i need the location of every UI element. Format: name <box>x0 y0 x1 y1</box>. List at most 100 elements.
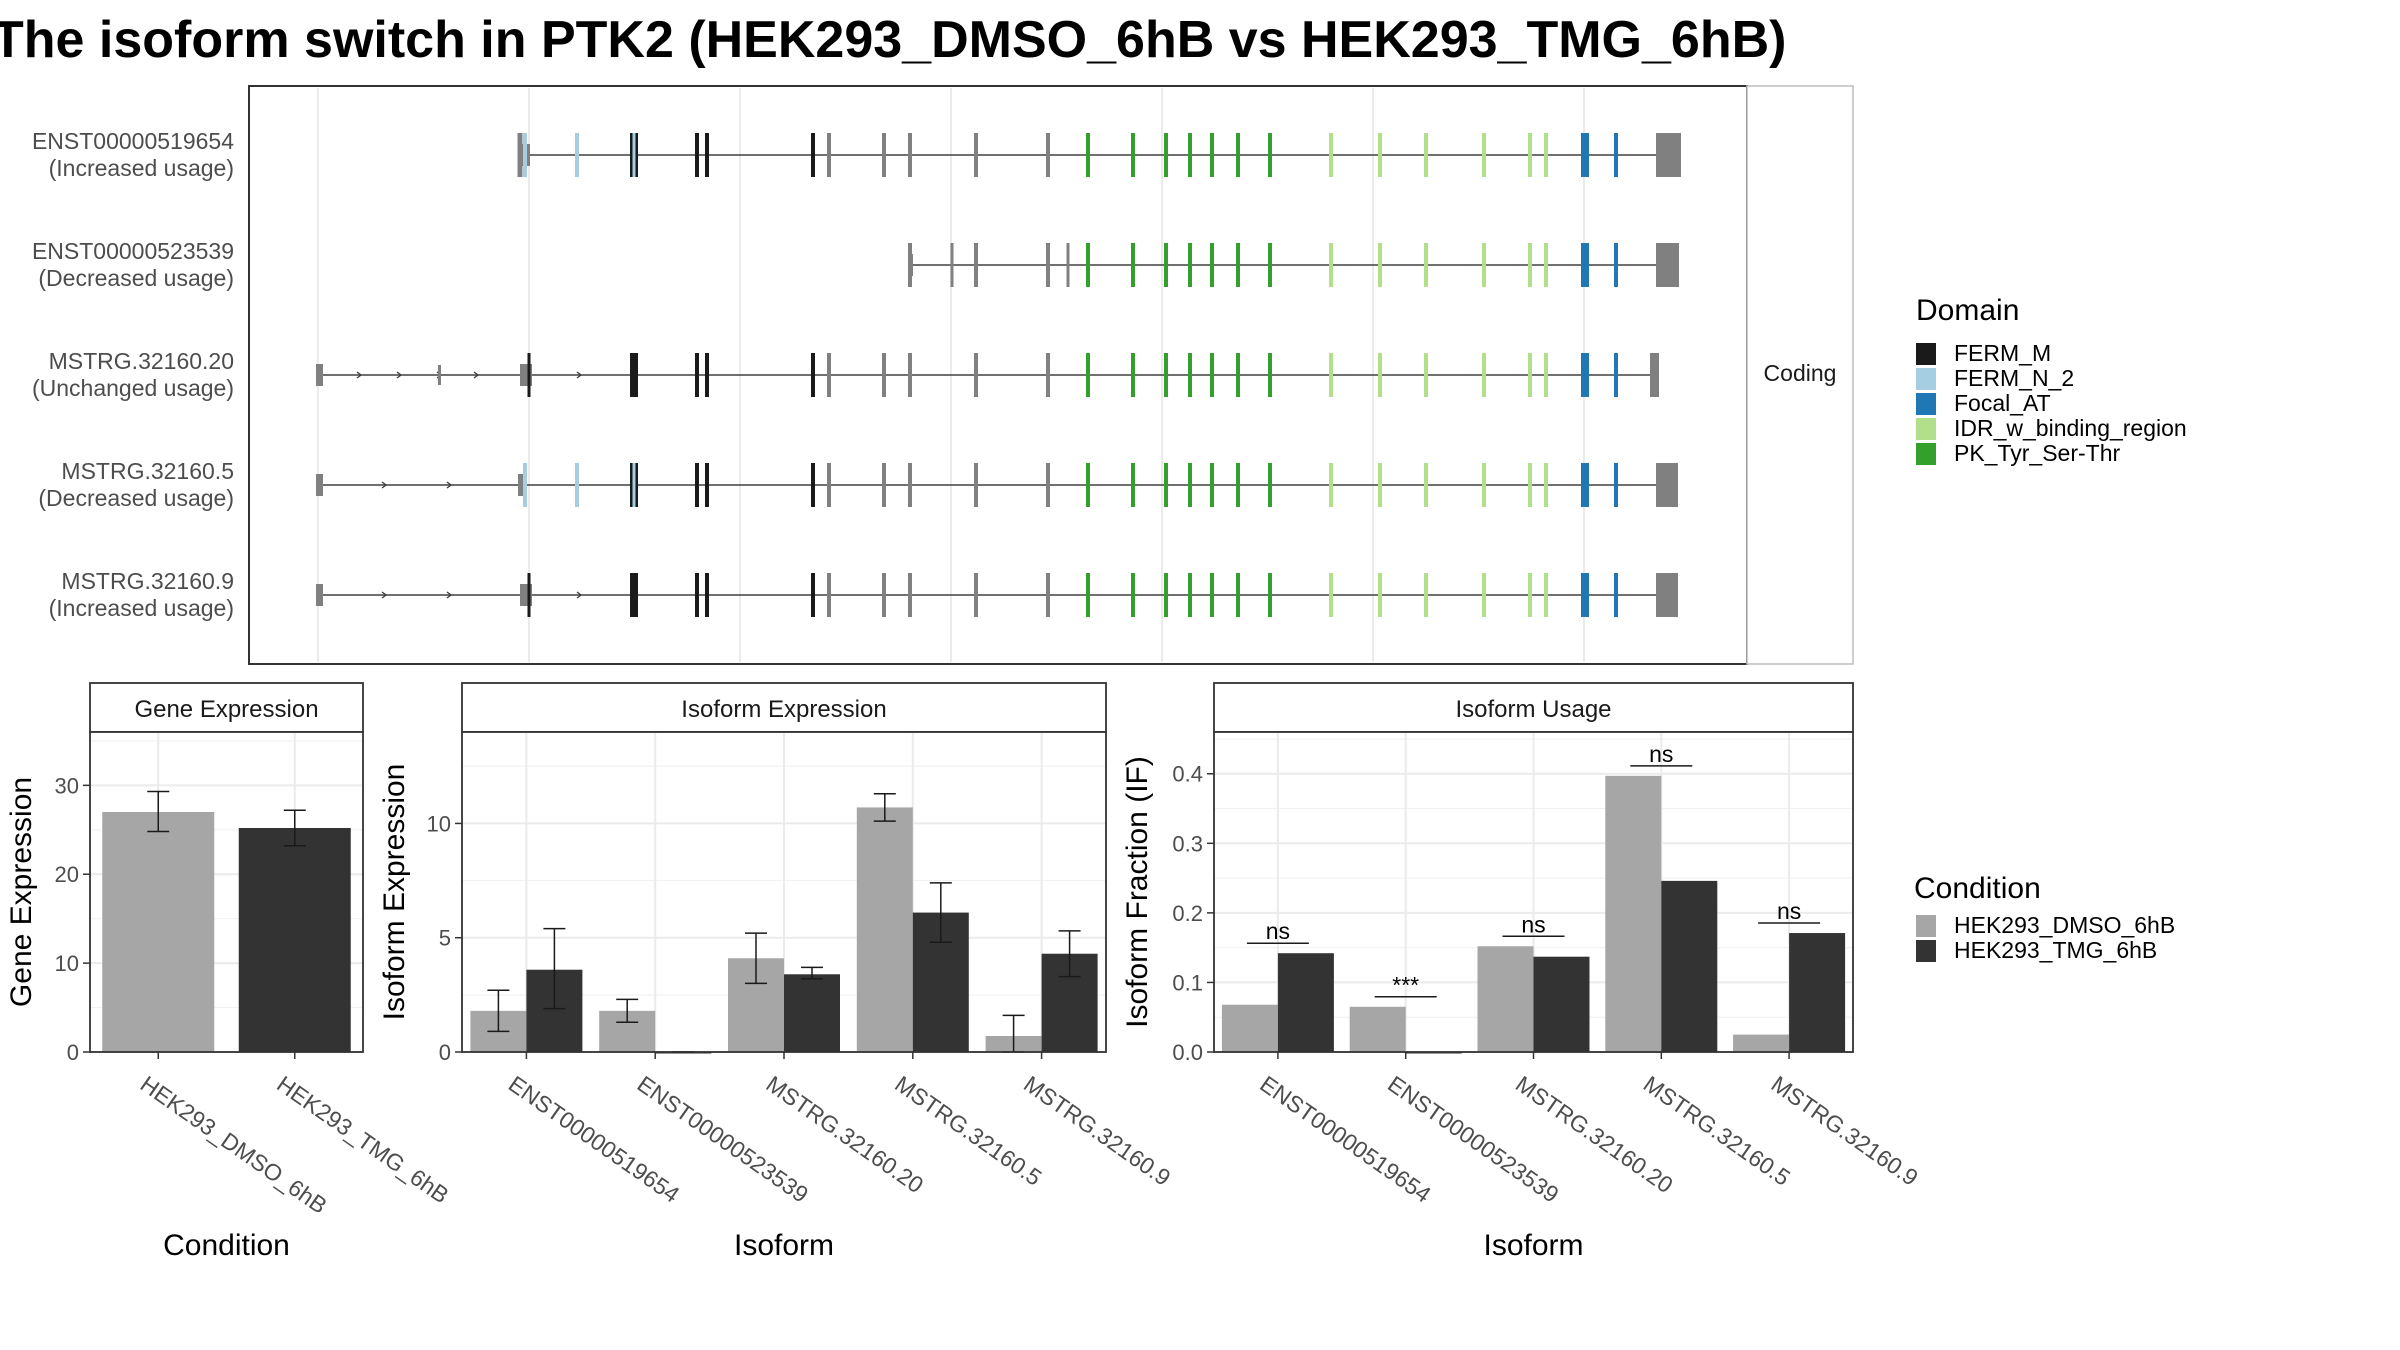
transcript-id: MSTRG.32160.20 <box>49 348 234 374</box>
strand-arrow <box>446 481 453 489</box>
transcript-label-MSTRG.32160.9: MSTRG.32160.9(Increased usage) <box>49 568 234 621</box>
bar-MSTRG.32160.5-HEK293_DMSO_6hB <box>1605 775 1662 1052</box>
domain-legend-swatch <box>1916 393 1936 415</box>
cds-exon <box>1188 133 1192 177</box>
y-axis-title: Gene Expression <box>5 777 38 1007</box>
cds-exon <box>908 133 912 177</box>
condition-legend-label: HEK293_TMG_6hB <box>1954 937 2157 963</box>
cds-exon <box>1164 243 1168 287</box>
error-bar <box>1058 930 1081 978</box>
cds-exon <box>1210 463 1214 507</box>
cds-exon <box>1268 243 1272 287</box>
transcript-label-ENST00000523539: ENST00000523539(Decreased usage) <box>32 238 234 291</box>
error-bar <box>616 998 639 1024</box>
cds-exon <box>908 573 912 617</box>
cds-exon <box>1482 133 1486 177</box>
y-tick-label: 10 <box>427 811 451 836</box>
cds-exon <box>632 133 636 177</box>
cds-exon <box>1329 573 1333 617</box>
cds-exon <box>1585 573 1589 617</box>
cds-exon <box>1268 463 1272 507</box>
cds-exon <box>1614 243 1618 287</box>
domain-legend-swatch <box>1916 368 1936 390</box>
transcript-usage: (Decreased usage) <box>38 265 234 291</box>
cds-exon <box>695 133 699 177</box>
cds-exon <box>1268 573 1272 617</box>
cds-exon <box>1581 573 1585 617</box>
transcript-label-MSTRG.32160.5: MSTRG.32160.5(Decreased usage) <box>38 458 234 511</box>
cds-exon <box>1329 133 1333 177</box>
structure-strip-background <box>1746 85 1854 665</box>
significance-marker: ns <box>1758 898 1821 924</box>
utr3-exon <box>1656 463 1678 507</box>
cds-exon <box>1236 353 1240 397</box>
utr5-exon <box>316 584 323 606</box>
y-tick-label: 0.0 <box>1172 1040 1203 1065</box>
cds-exon <box>632 463 636 507</box>
condition-legend-label: HEK293_DMSO_6hB <box>1954 912 2175 938</box>
bar-MSTRG.32160.5-HEK293_DMSO_6hB <box>856 807 913 1052</box>
strand-arrow <box>381 481 388 489</box>
cds-exon <box>1086 463 1090 507</box>
y-tick-label: 0 <box>67 1040 79 1065</box>
panel-strip <box>89 682 364 733</box>
condition-legend-title: Condition <box>1914 872 2041 905</box>
transcript-id: ENST00000523539 <box>32 238 234 264</box>
bar-MSTRG.32160.9-HEK293_TMG_6hB <box>1789 933 1846 1052</box>
cds-exon <box>1378 573 1382 617</box>
transcript-track-MSTRG.32160.5 <box>316 463 1678 507</box>
cds-exon <box>974 243 978 287</box>
structure-strip-label: Coding <box>1764 360 1837 386</box>
transcript-track-ENST00000519654 <box>517 133 1681 177</box>
cds-exon <box>1131 243 1135 287</box>
cds-exon <box>1424 463 1428 507</box>
significance-marker: *** <box>1374 972 1437 998</box>
cds-exon <box>882 463 886 507</box>
y-axis-title: Isoform Expression <box>378 764 411 1021</box>
transcript-labels: ENST00000519654(Increased usage)ENST0000… <box>32 128 234 621</box>
cds-exon <box>1528 573 1532 617</box>
bar-ENST00000519654-HEK293_DMSO_6hB <box>1221 1004 1278 1052</box>
error-bar <box>873 792 896 822</box>
cds-exon <box>1046 573 1050 617</box>
significance-marker: ns <box>1502 911 1565 937</box>
error-bar <box>929 882 952 944</box>
utr3-exon <box>1656 133 1681 177</box>
transcript-usage: (Decreased usage) <box>38 485 234 511</box>
domain-legend-item-Focal_AT: Focal_AT <box>1916 390 2051 416</box>
cds-exon <box>695 353 699 397</box>
cds-exon <box>630 573 634 617</box>
cds-exon <box>1585 353 1589 397</box>
utr3-exon <box>1656 573 1678 617</box>
domain-legend-title: Domain <box>1916 294 2019 327</box>
significance-label: ns <box>1266 918 1290 944</box>
strand-arrow <box>576 371 583 379</box>
cds-exon <box>882 133 886 177</box>
cds-exon <box>527 573 531 617</box>
cds-exon <box>1544 463 1548 507</box>
cds-exon <box>1528 463 1532 507</box>
bar-HEK293_DMSO_6hB-single <box>102 812 215 1052</box>
bar-MSTRG.32160.20-HEK293_TMG_6hB <box>1533 956 1590 1052</box>
cds-exon <box>634 133 638 177</box>
cds-exon <box>575 133 579 177</box>
bar-MSTRG.32160.9-HEK293_DMSO_6hB <box>1733 1034 1790 1052</box>
y-tick-label: 0.3 <box>1172 831 1203 856</box>
cds-exon <box>1131 133 1135 177</box>
utr5-exon <box>316 364 323 386</box>
error-bar <box>745 932 767 985</box>
cds-exon <box>827 353 831 397</box>
cds-exon <box>634 573 638 617</box>
domain-legend-item-FERM_M: FERM_M <box>1916 340 2051 366</box>
cds-exon <box>1268 133 1272 177</box>
cds-exon <box>705 353 709 397</box>
isoform-expression-panel: Isoform Expression0510ENST00000519654ENS… <box>378 682 1175 1262</box>
cds-exon <box>974 353 978 397</box>
bar-MSTRG.32160.20-HEK293_DMSO_6hB <box>1477 946 1534 1052</box>
cds-exon <box>1585 243 1589 287</box>
cds-exon <box>827 463 831 507</box>
utr-exon <box>518 474 524 496</box>
cds-exon <box>1482 463 1486 507</box>
cds-exon <box>523 463 527 507</box>
cds-exon <box>1581 353 1585 397</box>
